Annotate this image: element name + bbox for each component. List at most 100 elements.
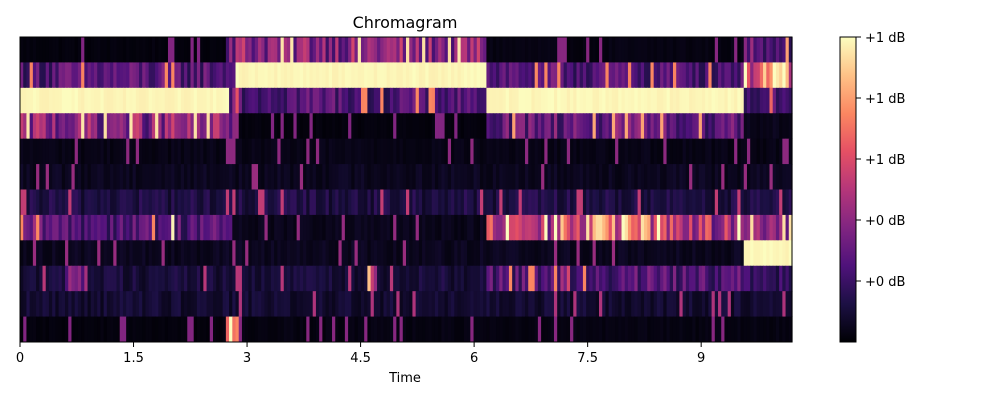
heatmap-cell bbox=[579, 62, 584, 89]
heatmap-cell bbox=[695, 189, 700, 216]
heatmap-cell bbox=[525, 37, 529, 63]
heatmap-cell bbox=[299, 265, 304, 292]
heatmap-cell bbox=[615, 87, 619, 114]
heatmap-cell bbox=[653, 316, 658, 343]
heatmap-cell bbox=[77, 240, 82, 267]
heatmap-cell bbox=[695, 240, 700, 267]
heatmap-cell bbox=[148, 87, 153, 114]
heatmap-cell bbox=[238, 113, 243, 140]
heatmap-cell bbox=[303, 189, 307, 216]
heatmap-cell bbox=[171, 291, 175, 317]
heatmap-cell bbox=[560, 265, 565, 292]
heatmap-cell bbox=[492, 62, 497, 89]
heatmap-cell bbox=[196, 87, 201, 114]
heatmap-cell bbox=[290, 189, 295, 216]
heatmap-cell bbox=[406, 240, 410, 267]
heatmap-cell bbox=[711, 189, 716, 216]
heatmap-cell bbox=[351, 87, 356, 114]
heatmap-cell bbox=[589, 87, 594, 114]
heatmap-cell bbox=[689, 164, 693, 190]
heatmap-cell bbox=[730, 37, 735, 63]
heatmap-cell bbox=[515, 164, 520, 190]
heatmap-cell bbox=[431, 113, 436, 140]
heatmap-cell bbox=[328, 240, 333, 267]
heatmap-cell bbox=[460, 113, 465, 140]
heatmap-cell bbox=[685, 62, 690, 89]
heatmap-cell bbox=[553, 240, 558, 267]
heatmap-cell bbox=[20, 87, 24, 114]
heatmap-cell bbox=[602, 291, 607, 317]
heatmap-cell bbox=[119, 113, 124, 140]
heatmap-cell bbox=[139, 316, 143, 343]
heatmap-cell bbox=[637, 291, 642, 317]
heatmap-cell bbox=[296, 265, 301, 292]
heatmap-cell bbox=[528, 164, 533, 190]
heatmap-cell bbox=[396, 164, 401, 190]
heatmap-cell bbox=[383, 138, 388, 165]
heatmap-cell bbox=[20, 189, 24, 216]
heatmap-cell bbox=[531, 214, 536, 241]
heatmap-cell bbox=[177, 87, 182, 114]
heatmap-cell bbox=[406, 62, 410, 89]
heatmap-cell bbox=[303, 240, 307, 267]
heatmap-cell bbox=[560, 87, 565, 114]
heatmap-cell bbox=[177, 62, 182, 89]
heatmap-cell bbox=[97, 214, 102, 241]
heatmap-cell bbox=[164, 316, 169, 343]
heatmap-cell bbox=[174, 113, 179, 140]
heatmap-cell bbox=[213, 291, 217, 317]
heatmap-cell bbox=[29, 138, 34, 165]
heatmap-cell bbox=[676, 265, 681, 292]
heatmap-cell bbox=[190, 164, 195, 190]
heatmap-cell bbox=[277, 113, 282, 140]
heatmap-cell bbox=[550, 214, 555, 241]
heatmap-cell bbox=[341, 265, 346, 292]
heatmap-cell bbox=[241, 113, 246, 140]
heatmap-cell bbox=[476, 214, 481, 241]
heatmap-cell bbox=[621, 316, 626, 343]
heatmap-cell bbox=[283, 265, 288, 292]
heatmap-cell bbox=[650, 37, 655, 63]
heatmap-cell bbox=[618, 113, 623, 140]
heatmap-cell bbox=[573, 113, 578, 140]
heatmap-cell bbox=[219, 240, 224, 267]
heatmap-cell bbox=[296, 37, 301, 63]
heatmap-cell bbox=[689, 87, 693, 114]
heatmap-cell bbox=[515, 37, 520, 63]
heatmap-cell bbox=[81, 189, 85, 216]
heatmap-cell bbox=[624, 164, 629, 190]
heatmap-cell bbox=[769, 37, 774, 63]
heatmap-cell bbox=[608, 240, 613, 267]
heatmap-cell bbox=[203, 189, 208, 216]
heatmap-cell bbox=[351, 62, 356, 89]
heatmap-cell bbox=[55, 87, 60, 114]
heatmap-cell bbox=[351, 240, 356, 267]
heatmap-cell bbox=[364, 189, 368, 216]
heatmap-cell bbox=[521, 265, 526, 292]
heatmap-cell bbox=[721, 240, 726, 267]
heatmap-cell bbox=[389, 62, 394, 89]
heatmap-cell bbox=[441, 37, 446, 63]
heatmap-cell bbox=[476, 113, 481, 140]
heatmap-cell bbox=[515, 189, 520, 216]
heatmap-cell bbox=[167, 87, 172, 114]
heatmap-cell bbox=[68, 189, 73, 216]
heatmap-cell bbox=[148, 113, 153, 140]
heatmap-cell bbox=[444, 113, 449, 140]
heatmap-cell bbox=[68, 316, 73, 343]
heatmap-cell bbox=[496, 316, 500, 343]
heatmap-cell bbox=[139, 113, 143, 140]
heatmap-cell bbox=[373, 189, 378, 216]
heatmap-cell bbox=[563, 164, 568, 190]
heatmap-cell bbox=[267, 265, 272, 292]
heatmap-cell bbox=[71, 265, 76, 292]
heatmap-cell bbox=[676, 291, 681, 317]
heatmap-cell bbox=[489, 189, 494, 216]
heatmap-cell bbox=[557, 189, 561, 216]
heatmap-cell bbox=[399, 189, 404, 216]
heatmap-cell bbox=[71, 164, 76, 190]
heatmap-cell bbox=[718, 113, 722, 140]
heatmap-cell bbox=[270, 138, 275, 165]
heatmap-cell bbox=[724, 62, 729, 89]
heatmap-cell bbox=[589, 214, 594, 241]
